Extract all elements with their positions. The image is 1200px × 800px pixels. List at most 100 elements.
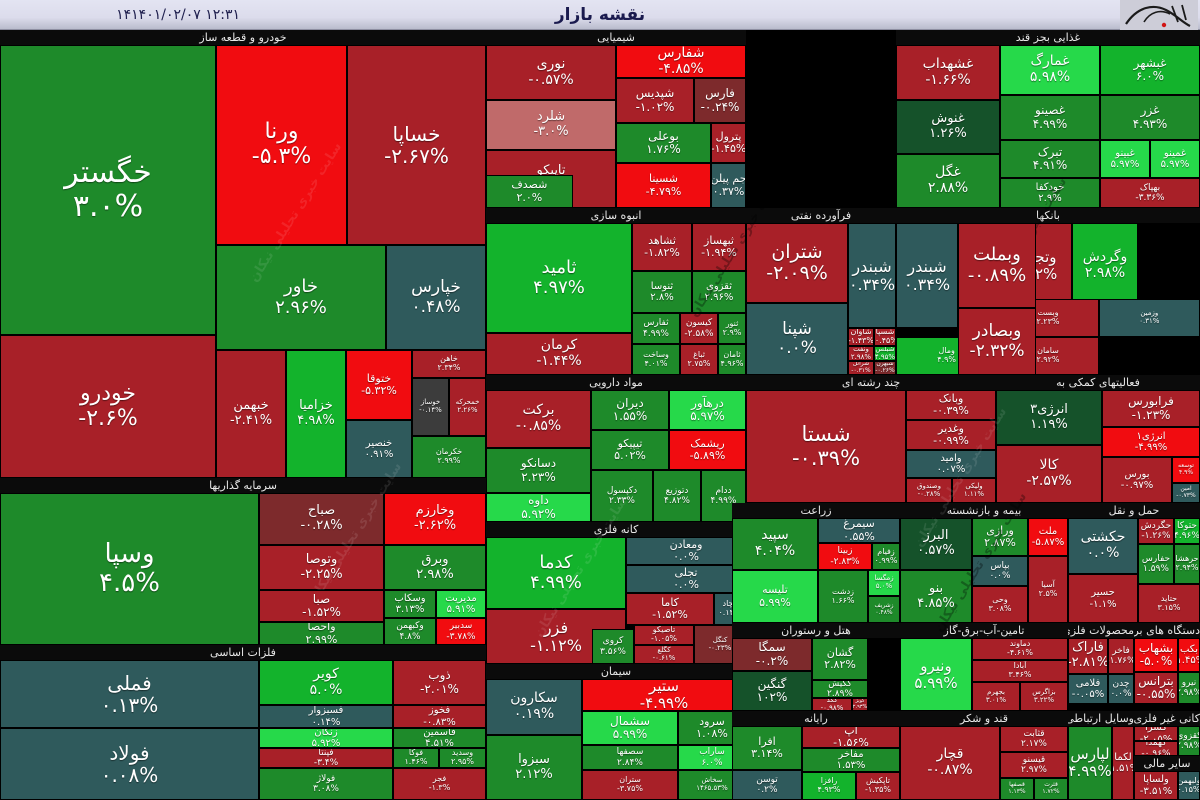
group-header[interactable]: وسایل ارتباطی	[1068, 711, 1134, 726]
treemap-tile[interactable]: فجر -۱.۳%	[393, 768, 486, 800]
treemap-tile[interactable]: وکبهمن ۴.۸%	[384, 618, 436, 645]
treemap-tile[interactable]: بکب-۱.۴۵%	[1178, 638, 1200, 672]
treemap-tile[interactable]: حکشتی ۰.۰%	[1068, 518, 1138, 574]
treemap-tile[interactable]: گویژ ۲.۹۳%	[852, 698, 868, 711]
treemap-tile[interactable]: دتوزیع ۴.۸۲%	[653, 470, 701, 522]
treemap-tile[interactable]: بورس -۰.۹۷%	[1102, 457, 1172, 503]
treemap-tile[interactable]: مدیریت ۵.۹۱%	[436, 590, 486, 618]
treemap-tile[interactable]: شپدیس -۱.۰۲%	[616, 78, 694, 123]
treemap-tile[interactable]: ملت -۵.۸۷%	[1028, 518, 1068, 556]
treemap-tile[interactable]: آسیا ۲.۵%	[1028, 556, 1068, 623]
group-header[interactable]: چند رشته ای	[746, 375, 996, 390]
treemap-tile[interactable]: درهآور ۵.۹۷%	[669, 390, 746, 430]
group-header[interactable]: فعالیتهای کمکی به	[996, 375, 1200, 390]
treemap-tile[interactable]: حتاید ۳.۱۵%	[1138, 584, 1200, 623]
treemap-tile[interactable]: وسدید ۲.۹۵%	[439, 748, 486, 768]
treemap-tile[interactable]: شسینا -۴.۷۹%	[616, 163, 711, 208]
treemap-tile[interactable]: خبهمن -۲.۴۱%	[216, 350, 286, 478]
treemap-tile[interactable]: غگل ۲.۸۸%	[896, 154, 1000, 208]
group-header[interactable]: حمل و نقل	[1068, 503, 1200, 518]
group-header[interactable]: قند و شکر	[900, 711, 1068, 726]
treemap-tile[interactable]: ثنوسا ۲.۸%	[632, 271, 692, 313]
treemap-tile[interactable]: وسکاب ۳.۱۳%	[384, 590, 436, 618]
treemap-tile[interactable]: غبشهر ۶.۰%	[1100, 45, 1200, 95]
treemap-tile[interactable]: ثفارس ۴.۹۹%	[632, 313, 680, 344]
treemap-tile[interactable]: رافزا ۴.۹۳%	[802, 772, 856, 800]
treemap-tile[interactable]: وامید ۰.۰۷%	[906, 450, 996, 478]
treemap-tile[interactable]: بشهاب -۵.۰%	[1134, 638, 1178, 672]
treemap-tile[interactable]: کاما -۱.۵۲%	[626, 593, 714, 625]
treemap-tile[interactable]: ستران -۳.۷۵%	[582, 770, 678, 800]
treemap-tile[interactable]: خودکفا ۲.۹%	[1000, 178, 1100, 208]
treemap-tile[interactable]: فرابورس -۱.۲۳%	[1102, 390, 1200, 427]
treemap-tile[interactable]: ورنا -۵.۳%	[216, 45, 347, 245]
treemap-tile[interactable]: فسبزوار ۰.۱۴%	[259, 705, 393, 728]
treemap-tile[interactable]: قصفها ۱.۱۳%	[1000, 778, 1034, 800]
treemap-tile[interactable]: ختوقا -۵.۳۲%	[346, 350, 412, 420]
group-header[interactable]: کانی غیر فلزی	[1134, 711, 1200, 726]
treemap-tile[interactable]: فولاژ ۳.۰۸%	[259, 768, 393, 800]
treemap-tile[interactable]: ثامان ۴.۹۶%	[718, 344, 746, 375]
treemap-tile[interactable]: ولیکی ۱.۱۱%	[952, 478, 996, 503]
treemap-tile[interactable]: ککیش ۲.۸۹%	[812, 680, 868, 698]
treemap-tile[interactable]: تیپیکو ۵.۰۲%	[591, 430, 669, 470]
group-header[interactable]: سایر مالی	[1134, 756, 1200, 771]
treemap-tile[interactable]: قثابت ۲.۱۷%	[1000, 726, 1068, 752]
group-header[interactable]: شیمیایی	[486, 30, 746, 45]
treemap-tile[interactable]: توسعه ۴.۹%	[1172, 457, 1200, 483]
group-header[interactable]: فلزات اساسی	[0, 645, 486, 660]
treemap-tile[interactable]: غزر ۴.۹۳%	[1100, 95, 1200, 140]
treemap-tile[interactable]: خگستر ۳.۰%	[0, 45, 216, 335]
treemap-tile[interactable]: گشان ۲.۸۲%	[812, 638, 868, 680]
treemap-tile[interactable]: غصینو ۴.۹۹%	[1000, 95, 1100, 140]
treemap-tile[interactable]: حتوکا ۴.۹۶%	[1174, 518, 1200, 544]
treemap-tile[interactable]: وگردش ۲.۹۸%	[1072, 223, 1138, 308]
treemap-tile[interactable]: فوکا ۱.۴۶%	[393, 748, 439, 768]
treemap-tile[interactable]: سدبیر -۳.۷۸%	[436, 618, 486, 645]
treemap-tile[interactable]: خنصیر ۰.۹۱%	[346, 420, 412, 478]
treemap-tile[interactable]: کهمدا -۰.۹۶%	[1134, 741, 1178, 756]
treemap-tile[interactable]: صبا-۱.۵۲%	[259, 590, 384, 622]
treemap-tile[interactable]: وزمین ۰.۳۱%	[1098, 299, 1200, 337]
treemap-tile[interactable]: شصدف ۲.۰%	[486, 175, 573, 208]
group-header[interactable]: تامین-آب-برق-گاز	[900, 623, 1068, 638]
treemap-tile[interactable]: تجلی ۰.۰%	[626, 565, 746, 593]
treemap-tile[interactable]: برکت -۰.۸۵%	[486, 390, 591, 448]
treemap-tile[interactable]: وبانک -۰.۳۹%	[906, 390, 996, 420]
treemap-tile[interactable]: زبینا -۲.۸۳%	[818, 543, 872, 570]
treemap-tile[interactable]: نیرو۲.۹۸%	[1178, 672, 1200, 704]
treemap-tile[interactable]: غشهداب -۱.۶۶%	[896, 45, 1000, 100]
treemap-tile[interactable]: حسیر -۱.۱%	[1068, 574, 1138, 623]
treemap-tile[interactable]: ثقزوی ۲.۹۶%	[692, 271, 746, 313]
treemap-tile[interactable]: خاهن ۲.۳۴%	[412, 350, 486, 378]
treemap-tile[interactable]: افرا ۳.۱۴%	[732, 726, 802, 770]
treemap-tile[interactable]: گکد -۰.۹۸%	[812, 698, 852, 711]
treemap-tile[interactable]: خکرمان ۲.۹۹%	[412, 436, 486, 478]
treemap-tile[interactable]: خاور ۲.۹۶%	[216, 245, 386, 350]
treemap-tile[interactable]: توسن ۰.۲%	[732, 770, 802, 800]
treemap-tile[interactable]: وخارزم -۲.۶۲%	[384, 493, 486, 545]
treemap-tile[interactable]: زفیام ۰.۹۹%	[872, 543, 900, 570]
treemap-tile[interactable]: بنو ۴.۸۵%	[900, 570, 972, 623]
treemap-tile[interactable]: شلرد -۳.۰%	[486, 100, 616, 150]
treemap-tile[interactable]: کویر ۵.۰%	[259, 660, 393, 705]
treemap-tile[interactable]: حرهشا ۲.۹۴%	[1174, 544, 1200, 584]
group-header[interactable]: دستگاه های برقی	[1134, 623, 1200, 638]
treemap-tile[interactable]: بپاس ۰.۰%	[972, 556, 1028, 586]
treemap-tile[interactable]: آبادا ۳.۴۶%	[972, 660, 1068, 682]
treemap-tile[interactable]: خوساز -۰.۱۴%	[412, 378, 449, 436]
treemap-tile[interactable]: ونیرو ۵.۹۹%	[900, 638, 972, 711]
treemap-tile[interactable]: شرانل -۰.۳۱%	[848, 361, 874, 375]
treemap-tile[interactable]: ریشمک -۵.۸۹%	[669, 430, 746, 470]
treemap-tile[interactable]: کالا -۲.۵۷%	[996, 445, 1102, 503]
treemap-tile[interactable]: البرز ۰.۵۷%	[900, 518, 972, 570]
treemap-tile[interactable]: کیسون -۲.۵۸%	[680, 313, 718, 344]
group-header[interactable]: رایانه	[732, 711, 900, 726]
treemap-tile[interactable]: قثرت ۱.۷۲%	[1034, 778, 1068, 800]
treemap-tile[interactable]: وصندوق -۰.۲۸%	[906, 478, 952, 503]
treemap-tile[interactable]: وبرق ۲.۹۸%	[384, 545, 486, 590]
treemap-tile[interactable]: فاسمین ۴.۵۱%	[393, 728, 486, 748]
treemap-tile[interactable]: تاپکیش -۱.۳۵%	[856, 772, 900, 800]
group-header[interactable]: سیمان	[486, 664, 746, 679]
group-header[interactable]: مواد دارویی	[486, 375, 746, 390]
